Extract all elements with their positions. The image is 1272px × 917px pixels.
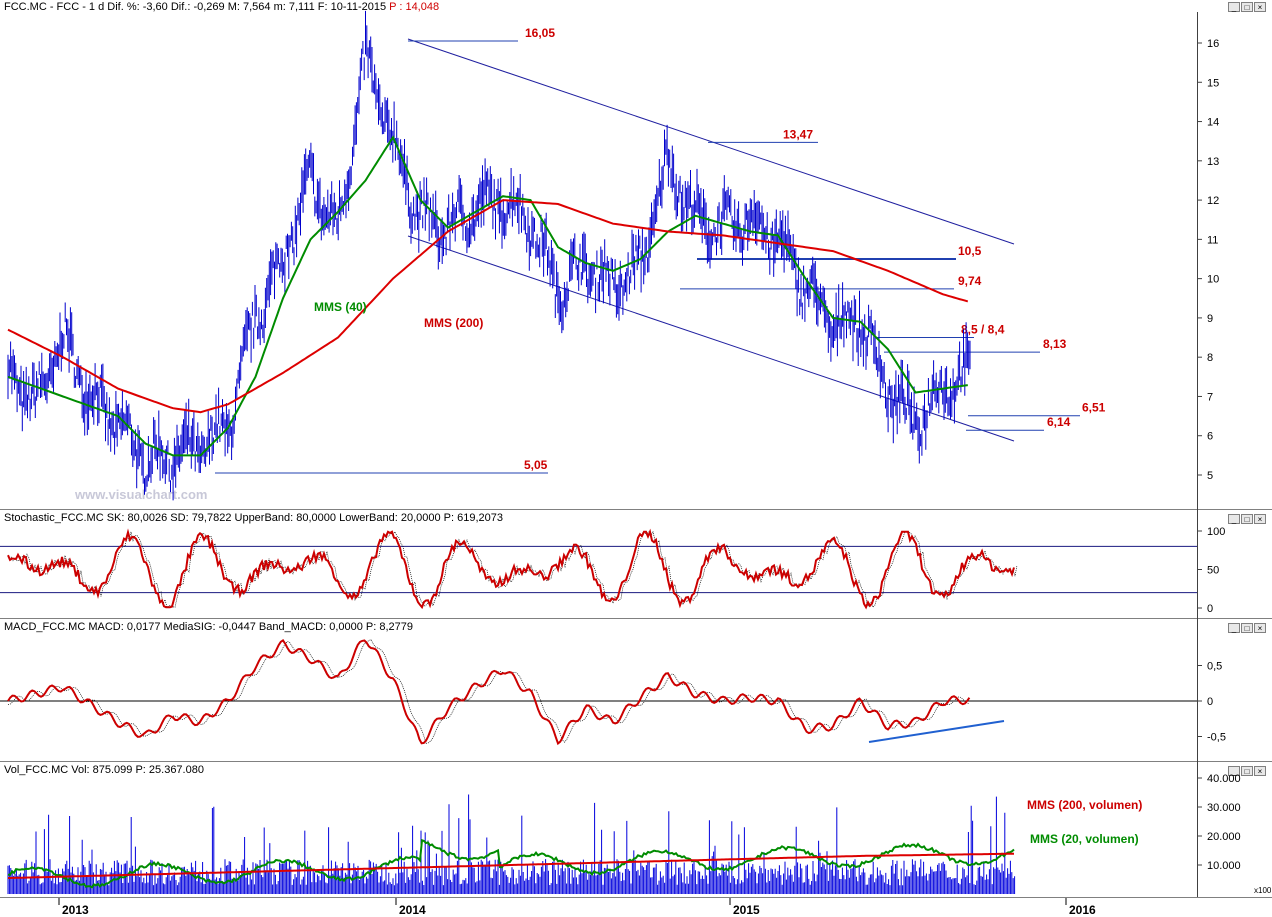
y-tick-label: 6 [1207, 431, 1213, 443]
price-header-text: FCC.MC - FCC - 1 d Dif. %: -3,60 Dif.: -… [4, 1, 387, 13]
price-bars [7, 10, 971, 501]
y-tick-label: 20.000 [1207, 831, 1241, 843]
mms200-label: MMS (200) [424, 316, 483, 330]
stochastic-plot [0, 528, 1197, 610]
y-tick-label: 15 [1207, 77, 1219, 89]
y-tick-label: 0 [1207, 696, 1213, 708]
level-label: 8,5 / 8,4 [961, 323, 1005, 337]
stochastic-panel-header: Stochastic_FCC.MC SK: 80,0026 SD: 79,782… [4, 512, 503, 524]
price-header-p: P : 14,048 [389, 1, 440, 13]
minimize-button[interactable]: _ [1228, 623, 1240, 633]
maximize-button[interactable]: □ [1241, 2, 1253, 12]
maximize-button[interactable]: □ [1241, 766, 1253, 776]
y-tick-label: 10 [1207, 274, 1219, 286]
level-label: 5,05 [524, 458, 548, 472]
y-tick-label: 14 [1207, 117, 1219, 129]
mms40-line [7, 135, 968, 457]
minimize-button[interactable]: _ [1228, 766, 1240, 776]
support-resistance-levels: 16,05 13,47 10,5 9,74 8,5 / 8,4 8,13 6,51 6,14 5… [215, 26, 1106, 474]
macd-divergence-line [868, 720, 1005, 743]
mms200-line [7, 199, 969, 414]
x-tick-label: 2015 [733, 903, 760, 917]
channel-upper-line [407, 38, 1015, 245]
stochastic-window-buttons: _ □ × [1228, 514, 1266, 524]
y-tick-label: 12 [1207, 195, 1219, 207]
close-button[interactable]: × [1254, 766, 1266, 776]
y-tick-label: 9 [1207, 313, 1213, 325]
y-tick-label: 8 [1207, 352, 1213, 364]
price-window-buttons: _ □ × [1228, 2, 1266, 12]
mms200-vol-label: MMS (200, volumen) [1027, 798, 1142, 812]
volume-panel-header: Vol_FCC.MC Vol: 875.099 P: 25.367.080 [4, 764, 204, 776]
y-tick-label: 0 [1207, 603, 1213, 615]
minimize-button[interactable]: _ [1228, 514, 1240, 524]
macd-line [7, 639, 971, 746]
level-label: 9,74 [958, 274, 982, 288]
level-label: 13,47 [783, 127, 813, 141]
x-axis: 2013 2014 2015 2016 [58, 898, 1096, 917]
volume-mms20-line [8, 838, 1015, 889]
maximize-button[interactable]: □ [1241, 514, 1253, 524]
panel-frames [0, 12, 1272, 898]
y-tick-label: 7 [1207, 391, 1213, 403]
y-tick-label: 16 [1207, 38, 1219, 50]
y-tick-label: 100 [1207, 526, 1225, 538]
x-tick-label: 2014 [399, 903, 426, 917]
moving-averages [7, 135, 969, 457]
volume-multiplier: x100 [1254, 886, 1272, 895]
price-y-axis: 5 6 7 8 9 10 11 12 13 14 15 16 [1197, 38, 1219, 482]
level-label: 8,13 [1043, 337, 1067, 351]
macd-panel-header: MACD_FCC.MC MACD: 0,0177 MediaSIG: -0,04… [4, 621, 414, 633]
x-tick-label: 2016 [1069, 903, 1096, 917]
macd-window-buttons: _ □ × [1228, 623, 1266, 633]
level-label: 6,14 [1047, 415, 1071, 429]
y-tick-label: 13 [1207, 156, 1219, 168]
y-tick-label: 50 [1207, 565, 1219, 577]
level-label: 16,05 [525, 26, 555, 40]
watermark: www.visualchart.com [74, 487, 207, 502]
price-panel-header: FCC.MC - FCC - 1 d Dif. %: -3,60 Dif.: -… [4, 1, 439, 13]
level-label: 6,51 [1082, 401, 1106, 415]
stoch-sk-line [7, 528, 1015, 610]
y-tick-label: 11 [1207, 234, 1218, 246]
mms20-vol-label: MMS (20, volumen) [1030, 832, 1139, 846]
trend-channel [407, 38, 1015, 442]
stochastic-y-axis: 0 50 100 [1197, 526, 1225, 615]
close-button[interactable]: × [1254, 623, 1266, 633]
y-tick-label: 5 [1207, 470, 1213, 482]
price-plot [7, 10, 971, 501]
volume-mms200-line [8, 852, 1014, 879]
close-button[interactable]: × [1254, 514, 1266, 524]
volume-bars [7, 794, 1016, 894]
maximize-button[interactable]: □ [1241, 623, 1253, 633]
mms40-label: MMS (40) [314, 300, 367, 314]
y-tick-label: 40.000 [1207, 773, 1241, 785]
macd-plot [0, 639, 1197, 746]
close-button[interactable]: × [1254, 2, 1266, 12]
channel-lower-line [407, 235, 1015, 442]
level-label: 10,5 [958, 244, 982, 258]
volume-plot [7, 794, 1016, 894]
y-tick-label: -0,5 [1207, 732, 1226, 744]
y-tick-label: 10.000 [1207, 860, 1241, 872]
macd-y-axis: -0,5 0 0,5 [1197, 661, 1226, 744]
macd-signal-line [7, 639, 970, 744]
x-tick-label: 2013 [62, 903, 89, 917]
volume-y-axis: 10.000 20.000 30.000 40.000 [1197, 773, 1241, 872]
y-tick-label: 30.000 [1207, 802, 1241, 814]
y-tick-label: 0,5 [1207, 661, 1222, 673]
volume-window-buttons: _ □ × [1228, 766, 1266, 776]
minimize-button[interactable]: _ [1228, 2, 1240, 12]
